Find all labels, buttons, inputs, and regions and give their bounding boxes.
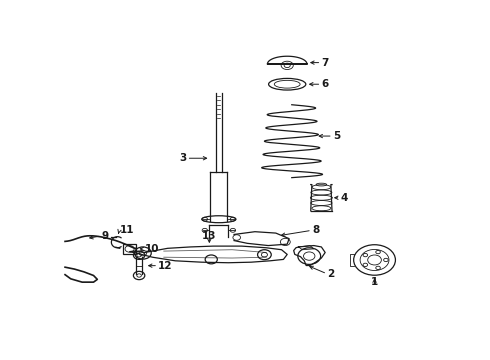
Text: 4: 4 (341, 193, 348, 203)
Text: 3: 3 (179, 153, 187, 163)
Text: 7: 7 (321, 58, 329, 68)
Text: 12: 12 (158, 261, 172, 271)
Text: 2: 2 (327, 269, 334, 279)
Text: 8: 8 (312, 225, 319, 235)
Text: 10: 10 (145, 244, 159, 254)
Text: 5: 5 (333, 131, 340, 141)
Text: 9: 9 (101, 231, 108, 241)
Text: 1: 1 (371, 276, 378, 287)
Text: 13: 13 (202, 231, 217, 241)
Text: 11: 11 (120, 225, 134, 235)
Text: 6: 6 (321, 79, 329, 89)
